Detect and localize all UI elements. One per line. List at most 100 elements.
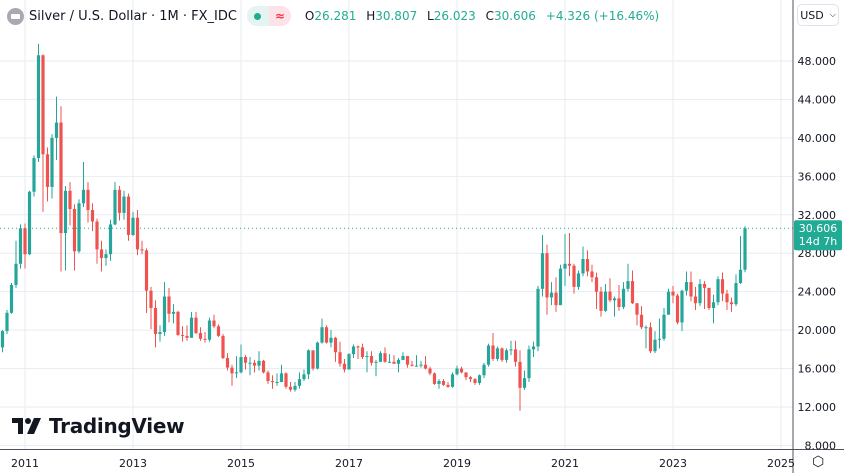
candle	[648, 322, 653, 354]
candle-body	[459, 368, 464, 373]
candle	[666, 288, 671, 315]
candle-body	[90, 209, 95, 222]
candle	[639, 306, 644, 330]
candle	[396, 357, 401, 373]
candle-body	[720, 279, 725, 294]
candle-body	[486, 345, 491, 365]
candle	[500, 347, 504, 362]
candle-body	[131, 217, 135, 235]
candle-body	[567, 263, 572, 266]
close-label: C	[485, 9, 494, 23]
price-axis[interactable]: 8.000 12.000 16.000 20.000 24.000 28.000 32.00…	[798, 55, 837, 452]
symbol-title[interactable]: Silver / U.S. Dollar · 1M · FX_IDC	[29, 8, 237, 24]
candle-body	[126, 196, 131, 235]
candle	[126, 193, 131, 241]
candle-body	[383, 353, 387, 362]
candle	[590, 264, 594, 283]
low-value: 26.023	[433, 9, 476, 23]
candle-body	[365, 356, 369, 358]
candle	[212, 314, 216, 329]
candle-body	[554, 292, 558, 306]
candle-body	[45, 154, 50, 187]
candle-body	[9, 284, 14, 313]
candle	[671, 285, 675, 304]
price-tick-label: 8.000	[805, 439, 837, 452]
candle-body	[302, 374, 306, 380]
candle-body	[392, 361, 396, 364]
candle	[72, 204, 77, 271]
candle	[333, 336, 338, 362]
candle-body	[518, 361, 522, 388]
symbol-legend[interactable]: Silver / U.S. Dollar · 1M · FX_IDC ≈ O26…	[7, 5, 665, 27]
candle	[603, 283, 608, 312]
candle	[617, 284, 621, 311]
candle	[594, 272, 599, 309]
candle-body	[648, 327, 653, 352]
price-tick-label: 36.000	[798, 170, 837, 183]
price-tick-label: 24.000	[798, 286, 837, 299]
market-status[interactable]: ≈	[246, 6, 291, 26]
candle	[369, 351, 374, 366]
candle	[117, 185, 122, 221]
candle	[567, 233, 572, 277]
candle-body	[14, 263, 18, 285]
candle-body	[293, 385, 297, 390]
candle-body	[387, 361, 392, 363]
candle	[635, 303, 639, 326]
candle-body	[171, 311, 176, 314]
candle-body	[95, 221, 99, 250]
candle-body	[743, 228, 747, 270]
candle-body	[104, 254, 108, 259]
brand-name: TradingView	[49, 414, 185, 438]
chart-settings-icon[interactable]: ⬡	[812, 454, 825, 470]
candle	[185, 325, 189, 341]
candle-body	[122, 196, 126, 213]
candle-body	[585, 259, 590, 272]
candle	[171, 304, 176, 324]
candle	[644, 325, 648, 349]
candle	[302, 369, 306, 382]
candle-body	[536, 288, 540, 347]
candle	[689, 271, 693, 302]
candle-body	[729, 302, 734, 305]
tradingview-logo[interactable]: TradingView	[12, 414, 185, 438]
candle	[504, 348, 509, 363]
candle-body	[297, 379, 302, 386]
candle	[455, 365, 459, 376]
candle-body	[599, 291, 603, 311]
candle	[5, 309, 9, 334]
change-value: +4.326 (+16.46%)	[545, 9, 660, 23]
candle	[702, 281, 707, 309]
candle-body	[32, 158, 36, 192]
candle	[428, 366, 432, 376]
candle-body	[77, 203, 81, 252]
candle-body	[162, 296, 167, 333]
currency-selector[interactable]: USD ⌵	[797, 4, 839, 26]
candle	[608, 278, 612, 303]
market-open-dot-icon[interactable]	[246, 6, 269, 26]
candle	[239, 344, 243, 374]
candle-body	[198, 333, 203, 339]
candle	[189, 311, 194, 338]
candle	[374, 359, 378, 377]
candle	[473, 378, 477, 385]
candle	[464, 372, 468, 381]
candle	[743, 226, 747, 273]
time-axis[interactable]: 2011 2013 2015 2017 2019 2021 2023 2025	[11, 457, 795, 470]
candle	[144, 248, 149, 313]
delayed-data-icon[interactable]: ≈	[268, 6, 291, 26]
candle-body	[176, 311, 180, 335]
candle	[675, 293, 680, 325]
candle	[221, 333, 225, 359]
candle-body	[225, 357, 230, 368]
candle-body	[81, 189, 86, 204]
candle-body	[608, 291, 612, 301]
candle	[441, 379, 446, 386]
candle	[716, 276, 720, 306]
candle	[491, 333, 495, 361]
time-tick-label: 2011	[11, 457, 39, 470]
candle	[626, 263, 630, 292]
candle-body	[423, 364, 428, 369]
candle	[329, 330, 333, 348]
